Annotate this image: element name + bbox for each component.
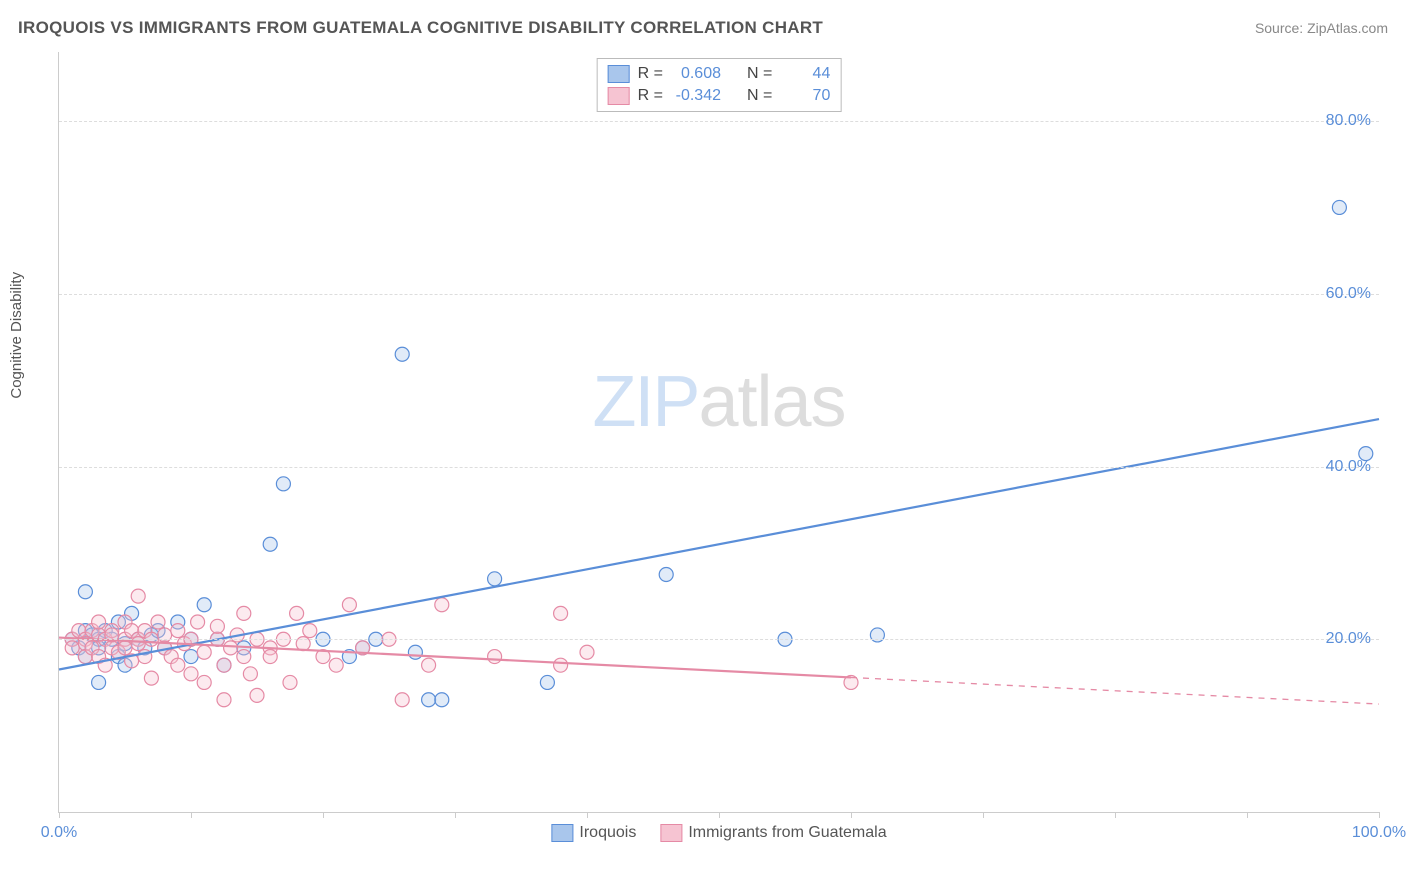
data-point-iroquois [78,585,92,599]
x-tick [191,812,192,818]
data-point-guatemala [151,615,165,629]
legend-label-iroquois: Iroquois [579,824,636,842]
data-point-guatemala [224,641,238,655]
data-point-guatemala [65,641,79,655]
data-point-iroquois [92,675,106,689]
data-point-guatemala [171,658,185,672]
x-tick [1379,812,1380,818]
y-tick-label: 40.0% [1326,458,1371,476]
data-point-iroquois [408,645,422,659]
x-tick [983,812,984,818]
data-point-iroquois [422,693,436,707]
x-tick-label: 100.0% [1352,824,1406,842]
source-attribution: Source: ZipAtlas.com [1255,20,1388,36]
y-tick-label: 20.0% [1326,630,1371,648]
y-tick-label: 60.0% [1326,285,1371,303]
data-point-guatemala [250,688,264,702]
data-point-guatemala [329,658,343,672]
data-point-iroquois [540,675,554,689]
data-point-guatemala [237,650,251,664]
x-tick-label: 0.0% [41,824,77,842]
data-point-iroquois [197,598,211,612]
x-tick [323,812,324,818]
data-point-guatemala [144,671,158,685]
data-point-guatemala [184,667,198,681]
data-point-iroquois [659,568,673,582]
data-point-iroquois [1332,200,1346,214]
data-point-iroquois [395,347,409,361]
x-tick [719,812,720,818]
y-tick-label: 80.0% [1326,112,1371,130]
chart-title: IROQUOIS VS IMMIGRANTS FROM GUATEMALA CO… [18,18,823,38]
legend-item-guatemala: Immigrants from Guatemala [660,824,886,842]
data-point-guatemala [263,650,277,664]
data-point-guatemala [488,650,502,664]
y-axis-label: Cognitive Disability [8,272,25,399]
data-point-guatemala [303,624,317,638]
data-point-guatemala [131,589,145,603]
x-tick [455,812,456,818]
legend-item-iroquois: Iroquois [551,824,636,842]
x-tick [1115,812,1116,818]
data-point-guatemala [197,645,211,659]
data-point-guatemala [342,598,356,612]
gridline-h [59,467,1379,468]
data-point-guatemala [197,675,211,689]
x-tick [59,812,60,818]
data-point-guatemala [395,693,409,707]
data-point-guatemala [243,667,257,681]
legend-swatch-iroquois [551,824,573,842]
gridline-h [59,639,1379,640]
data-point-guatemala [580,645,594,659]
data-point-guatemala [290,606,304,620]
plot-area: ZIPatlas R =0.608N =44R =-0.342N =70 Iro… [58,52,1379,813]
data-point-guatemala [217,658,231,672]
data-point-guatemala [237,606,251,620]
trend-line-dashed-guatemala [851,677,1379,704]
data-point-iroquois [435,693,449,707]
legend-swatch-guatemala [660,824,682,842]
trend-line-iroquois [59,419,1379,669]
data-point-guatemala [217,693,231,707]
data-point-guatemala [554,606,568,620]
data-point-guatemala [210,619,224,633]
data-point-iroquois [276,477,290,491]
data-point-guatemala [118,641,132,655]
x-tick [1247,812,1248,818]
x-tick [851,812,852,818]
data-point-guatemala [435,598,449,612]
data-point-guatemala [191,615,205,629]
data-point-iroquois [184,650,198,664]
data-point-iroquois [263,537,277,551]
chart-container: Cognitive Disability ZIPatlas R =0.608N … [18,52,1388,872]
series-legend: Iroquois Immigrants from Guatemala [551,824,886,842]
data-point-guatemala [171,624,185,638]
data-point-guatemala [554,658,568,672]
gridline-h [59,121,1379,122]
data-point-guatemala [92,615,106,629]
chart-svg-overlay [59,52,1379,812]
x-tick [587,812,588,818]
data-point-guatemala [283,675,297,689]
gridline-h [59,294,1379,295]
data-point-iroquois [488,572,502,586]
legend-label-guatemala: Immigrants from Guatemala [688,824,886,842]
data-point-guatemala [422,658,436,672]
